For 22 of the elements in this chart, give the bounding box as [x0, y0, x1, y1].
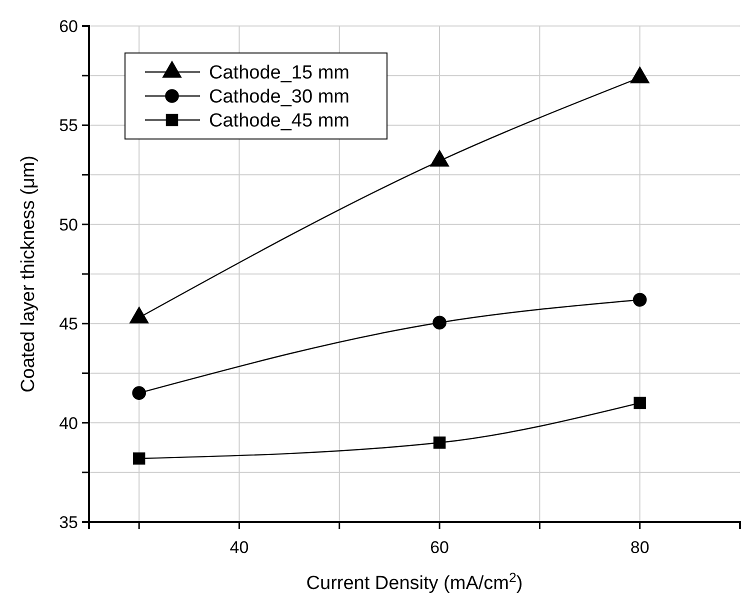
- x-tick-label: 80: [630, 538, 650, 558]
- point: [432, 316, 446, 330]
- y-tick-label: 55: [59, 116, 78, 136]
- point: [132, 386, 146, 400]
- y-tick-label: 40: [59, 414, 78, 433]
- point: [634, 396, 646, 410]
- y-axis-title: Coated layer thickness (μm): [18, 156, 39, 392]
- x-tick-label: 40: [230, 538, 249, 558]
- point: [132, 452, 146, 465]
- y-tick-label: 50: [59, 215, 78, 234]
- point: [433, 436, 446, 449]
- legend-label: Cathode_45 mm: [209, 110, 350, 132]
- legend-label: Cathode_30 mm: [209, 86, 350, 108]
- point: [430, 149, 450, 167]
- y-tick-label: 60: [59, 16, 78, 36]
- x-tick-label: 60: [430, 538, 449, 558]
- point: [632, 292, 647, 307]
- y-tick-label: 35: [59, 512, 78, 532]
- y-tick-label: 45: [59, 314, 78, 334]
- legend-label: Cathode_15 mm: [209, 62, 350, 84]
- point: [630, 66, 650, 84]
- x-axis-title: Current Density (mA/cm$^{2}$): [306, 570, 523, 594]
